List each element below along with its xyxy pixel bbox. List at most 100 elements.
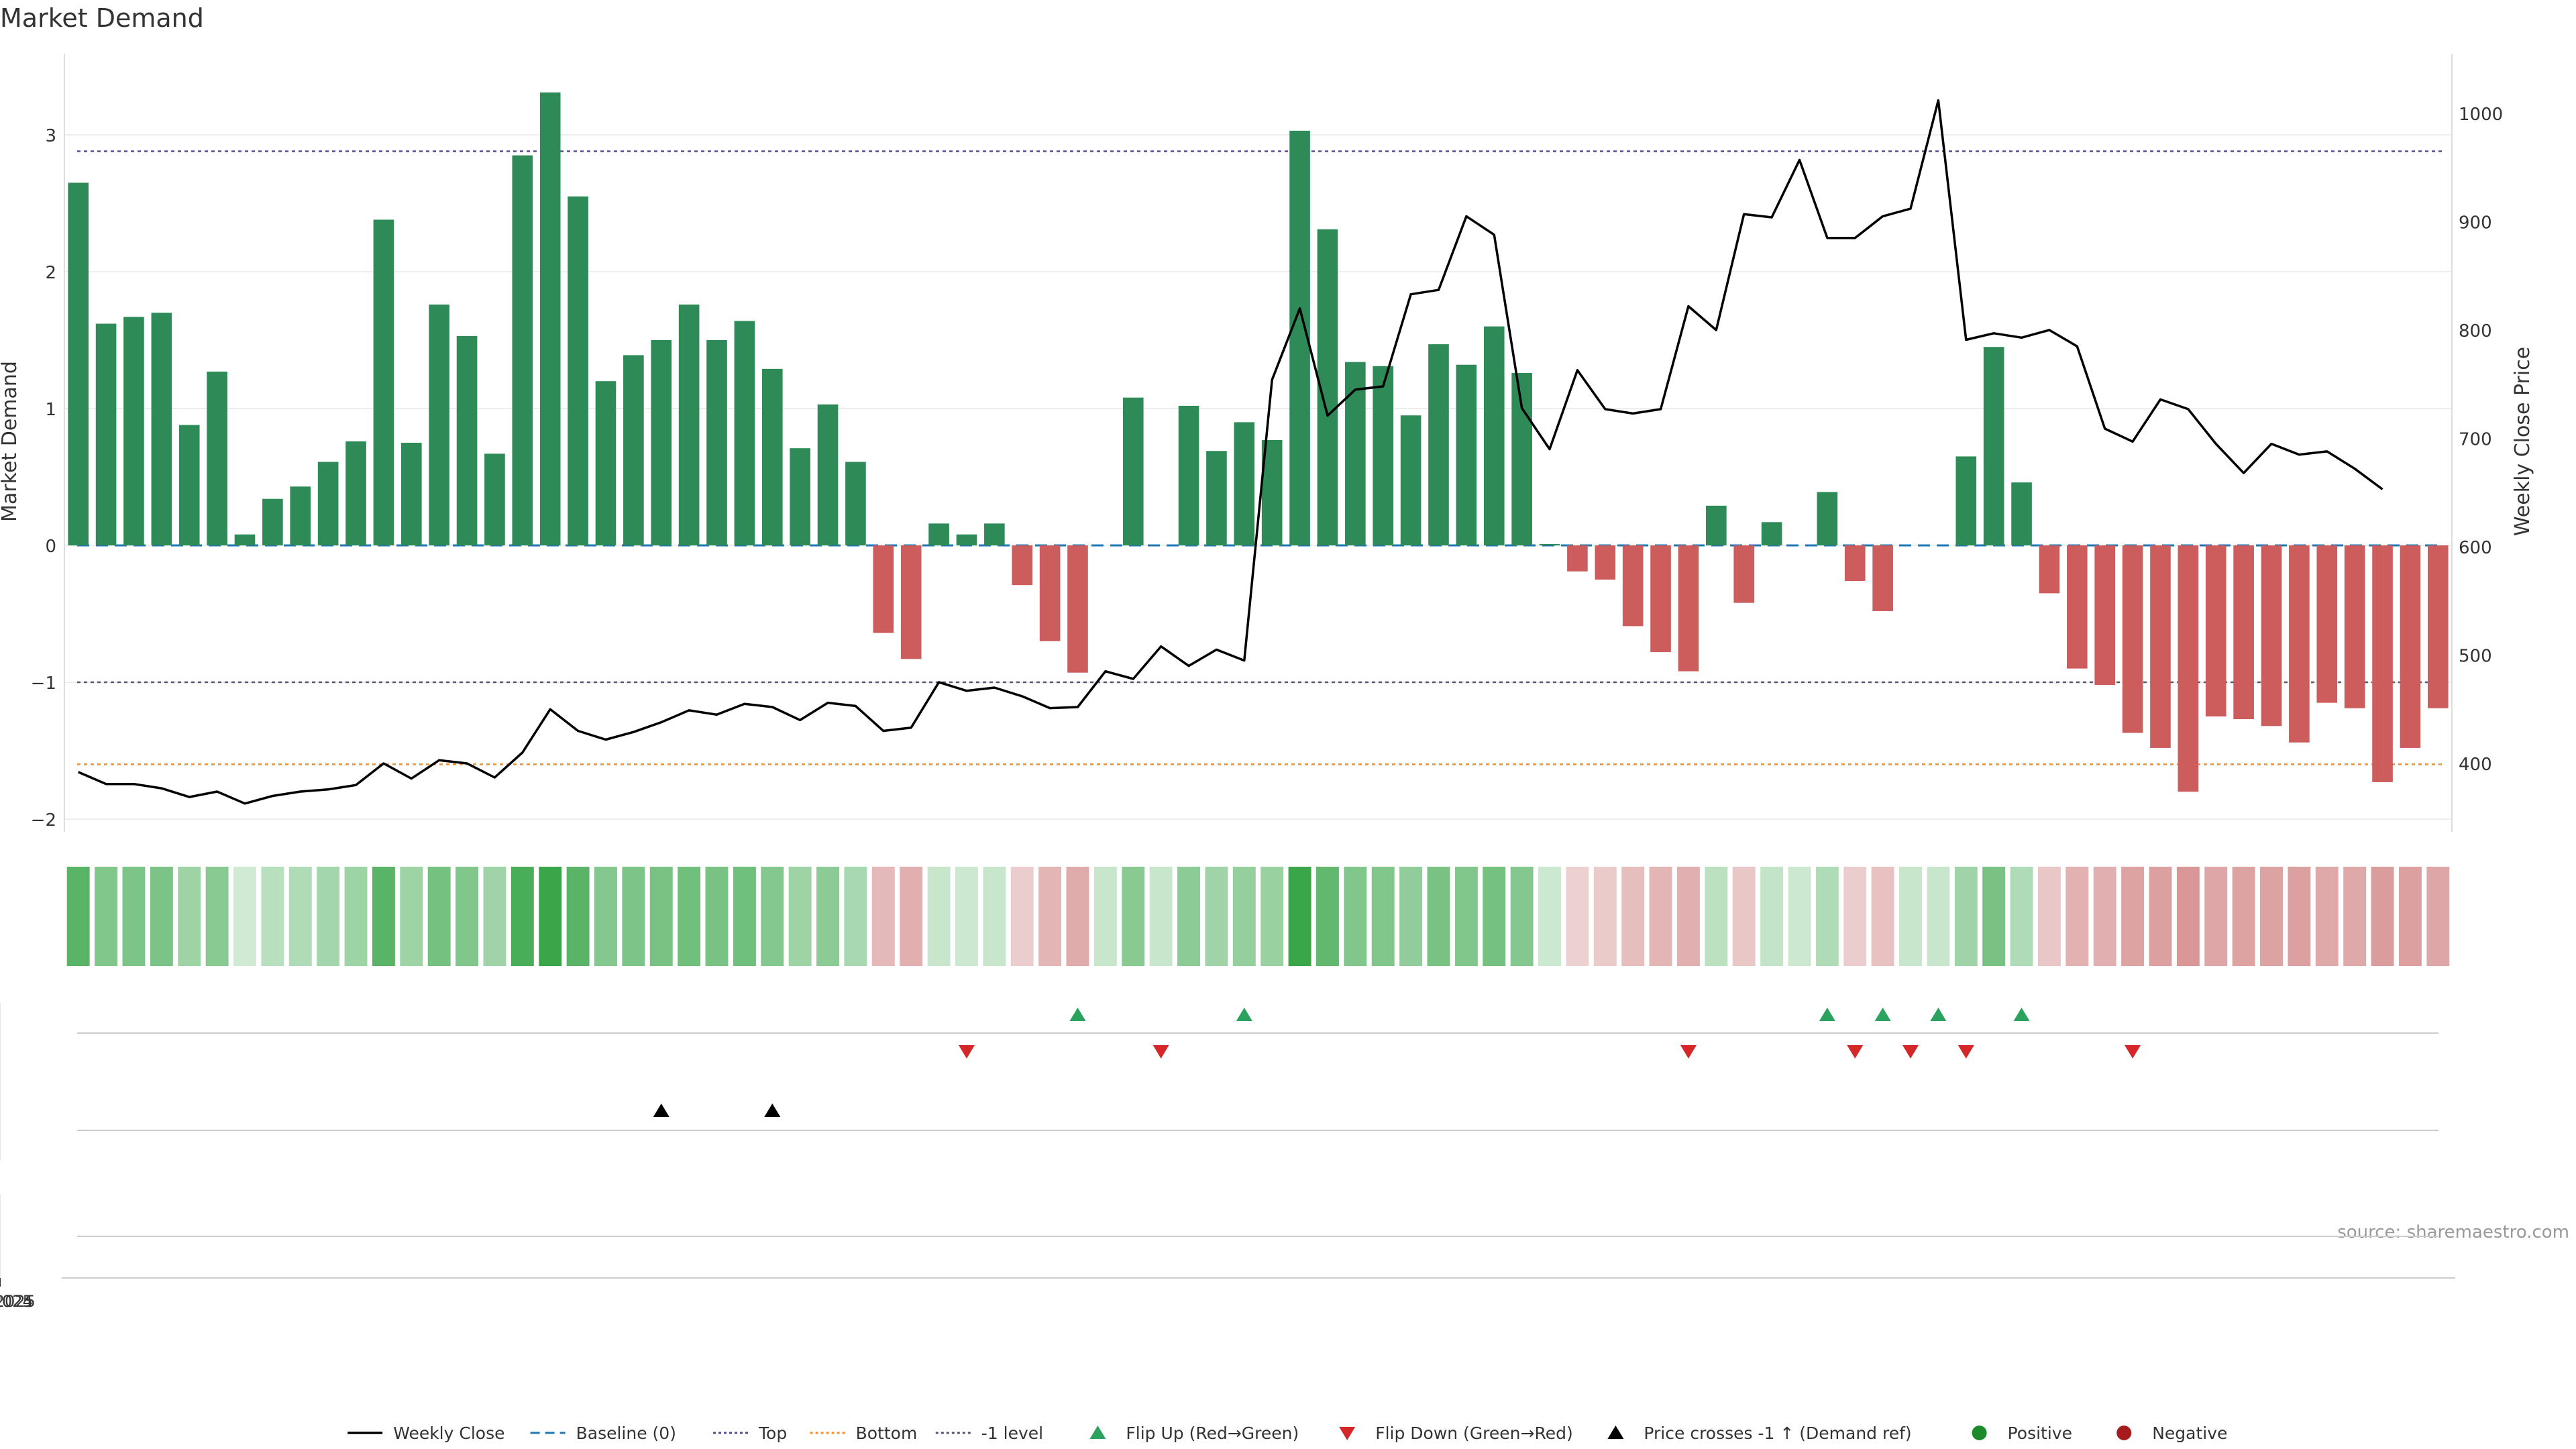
demand-bar (1483, 326, 1505, 545)
heat-cell (178, 867, 201, 966)
legend-item: Weekly Close (347, 1424, 504, 1443)
legend-label: Baseline (0) (576, 1424, 676, 1443)
demand-bar (1373, 366, 1394, 545)
heat-cell (1566, 867, 1589, 966)
heat-cell (539, 867, 562, 966)
y-tick-label: 2 (45, 263, 56, 283)
demand-bar (2400, 545, 2421, 748)
heat-cell (900, 867, 923, 966)
demand-bars (68, 92, 2449, 792)
demand-bar (178, 425, 200, 545)
demand-bar (345, 441, 366, 545)
demand-bar (2233, 545, 2254, 720)
demand-bar (1872, 545, 1893, 611)
heat-cell (1316, 867, 1339, 966)
demand-bar (1817, 492, 1838, 545)
demand-bar (2011, 482, 2032, 545)
demand-bar (2094, 545, 2116, 686)
y2-tick-label: 1000 (2459, 105, 2503, 125)
heat-cell (761, 867, 784, 966)
demand-bar (1955, 456, 1977, 545)
legend-triangle-up-swatch (1607, 1426, 1624, 1439)
demand-bar (123, 317, 144, 545)
demand-bar (2178, 545, 2199, 792)
heat-cell (66, 867, 90, 966)
y2-tick-label: 500 (2459, 647, 2492, 667)
y-tick-label: 0 (45, 537, 56, 557)
heat-cell (1815, 867, 1839, 966)
flip-markers (958, 1008, 2141, 1059)
flip-up-marker (1874, 1008, 1891, 1021)
y2-tick-label: 600 (2459, 538, 2492, 558)
legend-circle-swatch (1972, 1426, 1987, 1440)
heat-cell (2232, 867, 2255, 966)
demand-bar (207, 371, 227, 545)
legend-item: Top (713, 1424, 787, 1443)
demand-bar (1456, 364, 1477, 545)
heat-cell (233, 867, 256, 966)
demand-bar (651, 340, 672, 545)
heat-cell (261, 867, 284, 966)
legend-label: Positive (2008, 1424, 2072, 1443)
flip-down-marker (2125, 1045, 2141, 1059)
heat-cell (2121, 867, 2145, 966)
legend-label: Weekly Close (393, 1424, 504, 1443)
demand-bar (1622, 545, 1644, 627)
heat-cell (927, 867, 951, 966)
demand-bar (456, 335, 478, 545)
heat-cell (1371, 867, 1395, 966)
demand-bar (984, 523, 1005, 545)
demand-bar (1067, 545, 1088, 673)
heat-cell (1483, 867, 1506, 966)
legend-triangle-down-swatch (1339, 1427, 1356, 1440)
heat-cell (1149, 867, 1173, 966)
x-tick-label: Jul 2025 (0, 1292, 33, 1311)
demand-bar (1761, 522, 1782, 545)
x-tick-label: Jul 2024 (0, 1292, 33, 1311)
heat-cell (1732, 867, 1756, 966)
demand-bar (2205, 545, 2226, 716)
demand-bar (817, 404, 839, 545)
demand-bar (1428, 344, 1449, 545)
heat-cell (344, 867, 368, 966)
heat-cell (1177, 867, 1201, 966)
y2-tick-label: 900 (2459, 213, 2492, 233)
legend-item: Flip Down (Green→Red) (1339, 1424, 1573, 1443)
heat-cell (1427, 867, 1450, 966)
heat-cell (483, 867, 506, 966)
heat-cell (1288, 867, 1311, 966)
legend-triangle-up-swatch (1089, 1426, 1106, 1439)
heat-cell (1705, 867, 1728, 966)
demand-bar (317, 462, 339, 545)
flip-down-marker (1847, 1045, 1864, 1059)
demand-bar (1178, 405, 1199, 545)
legend-item: Baseline (0) (530, 1424, 676, 1443)
demand-bar (1844, 545, 1866, 582)
heat-cell (455, 867, 479, 966)
heat-cell (2343, 867, 2367, 966)
chart-title: Market Demand (0, 3, 204, 33)
heat-cell (1205, 867, 1228, 966)
heat-cell (649, 867, 673, 966)
heat-cell (95, 867, 118, 966)
demand-bar (928, 523, 949, 545)
heat-cell (594, 867, 617, 966)
legend-circle-swatch (2116, 1426, 2132, 1440)
demand-bar (2150, 545, 2171, 748)
demand-bar (2344, 545, 2365, 708)
demand-bar (2372, 545, 2393, 782)
heat-cell (566, 867, 590, 966)
heat-cell (2037, 867, 2061, 966)
heat-cell (400, 867, 423, 966)
heat-cell (1593, 867, 1617, 966)
heat-cell (1899, 867, 1922, 966)
demand-bar (512, 155, 533, 546)
heat-cell (2315, 867, 2339, 966)
grid-layer (0, 134, 2452, 1278)
heat-cell (2288, 867, 2311, 966)
y-tick-label: 1 (45, 400, 56, 420)
demand-bar (1678, 545, 1699, 672)
legend-item: -1 level (935, 1424, 1043, 1443)
legend-label: Bottom (856, 1424, 918, 1443)
